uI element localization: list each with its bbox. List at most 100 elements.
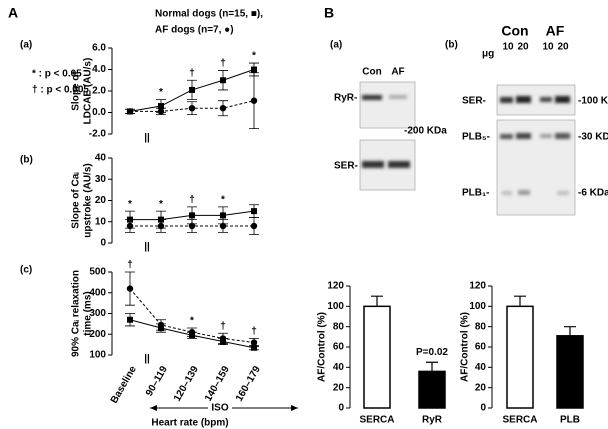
significance-mark: †	[189, 195, 195, 206]
iso-bg	[208, 401, 232, 414]
lane-label: 10	[542, 42, 554, 53]
group-label: Con	[501, 23, 528, 39]
data-point	[126, 285, 134, 292]
data-point	[157, 222, 165, 230]
axis-break: ||	[144, 354, 150, 365]
size-label: -100 KDa	[578, 96, 608, 107]
chart-label: (a)	[20, 40, 32, 51]
data-point	[189, 86, 195, 93]
band	[518, 190, 530, 195]
y-tick-label: 200	[89, 329, 106, 340]
blot	[359, 81, 416, 129]
band	[502, 191, 512, 195]
data-point	[250, 222, 258, 230]
chart-label: (c)	[20, 265, 32, 276]
y-tick-label: 4.0	[92, 64, 106, 75]
band	[500, 134, 513, 139]
y-axis-label: AF/Control (%)	[460, 312, 471, 382]
significance-mark: †	[189, 68, 195, 79]
y-tick-label: 0.0	[92, 107, 106, 118]
y-axis-label: Slope of	[71, 71, 82, 111]
error-bar	[564, 326, 576, 336]
y-tick-label: 10	[95, 216, 107, 227]
data-point	[250, 339, 258, 346]
lane-label: 20	[557, 42, 569, 53]
band	[516, 133, 531, 139]
y-tick-label: 40	[475, 362, 487, 373]
bar	[506, 305, 534, 409]
y-tick-label: 40	[333, 362, 345, 373]
y-tick-label: 100	[327, 301, 344, 312]
size-label: -200 KDa	[404, 126, 447, 137]
x-tick-label: PLB	[560, 415, 580, 426]
y-tick-label: -2.0	[89, 129, 107, 140]
lane-label: Con	[362, 67, 381, 78]
y-tick-label: 0	[100, 238, 106, 249]
data-point	[250, 97, 258, 104]
y-axis-label: 90% Caᵢ relaxation	[71, 270, 82, 357]
band	[362, 95, 382, 100]
data-point	[219, 222, 227, 230]
data-point	[251, 208, 257, 215]
data-point	[219, 335, 227, 342]
bar	[556, 335, 584, 409]
x-tick-label: 140–159	[203, 364, 232, 404]
row-label: RyR-	[334, 93, 357, 104]
band	[362, 161, 384, 168]
y-axis-label: upstroke (AU/s)	[83, 163, 94, 237]
y-tick-label: 80	[333, 321, 345, 332]
significance-mark: *	[159, 199, 163, 210]
band	[555, 133, 570, 139]
panel-letter: A	[8, 5, 18, 21]
y-axis-label: LDCAE (AU/s)	[83, 58, 94, 125]
x-tick-label: 120–139	[172, 364, 201, 404]
lane-label: 20	[517, 42, 529, 53]
series-line	[129, 288, 255, 344]
data-point	[251, 66, 257, 73]
significance-mark: *	[221, 195, 225, 206]
band	[389, 95, 407, 99]
error-bar	[426, 361, 438, 372]
data-point	[126, 222, 134, 230]
data-point	[188, 222, 196, 230]
band	[540, 97, 552, 102]
significance-mark: *	[190, 316, 194, 327]
data-point	[220, 77, 226, 84]
iso-label: ISO	[211, 403, 228, 414]
y-tick-label: 0	[338, 403, 344, 414]
y-tick-label: 20	[475, 382, 487, 393]
blot-label: (b)	[445, 40, 458, 51]
y-axis-label: time (ms)	[83, 291, 94, 335]
bar	[363, 305, 391, 409]
size-label: -6 KDa	[578, 188, 608, 199]
row-label: SER-	[334, 161, 358, 172]
row-label: PLB₁-	[462, 188, 489, 199]
y-tick-label: 30	[95, 174, 107, 185]
legend-entry: Normal dogs (n=15, ■),	[155, 9, 263, 20]
chart-label: (b)	[20, 155, 33, 166]
significance-mark: *	[159, 87, 163, 98]
y-tick-label: 300	[89, 308, 106, 319]
y-tick-label: 6.0	[92, 43, 106, 54]
annotation: P=0.02	[416, 347, 448, 358]
error-bar	[514, 295, 526, 307]
x-tick-label: 160–179	[234, 364, 263, 404]
y-tick-label: 2.0	[92, 86, 106, 97]
y-tick-label: 0	[480, 403, 486, 414]
row-label: SER-	[462, 96, 486, 107]
y-tick-label: 100	[469, 301, 486, 312]
panel-letter: B	[324, 5, 334, 21]
y-tick-label: 100	[89, 350, 106, 361]
legend-entry: AF dogs (n=7, ●)	[155, 25, 234, 36]
x-tick-label: RyR	[422, 415, 443, 426]
data-point	[189, 212, 195, 219]
x-tick-label: SERCA	[502, 415, 537, 426]
y-tick-label: 120	[469, 281, 486, 292]
axis-break: ||	[144, 133, 150, 144]
significance-mark: *	[128, 199, 132, 210]
band	[388, 161, 410, 168]
band	[555, 96, 570, 103]
error-bar	[371, 295, 383, 307]
y-tick-label: 20	[95, 195, 107, 206]
data-point	[219, 105, 227, 112]
